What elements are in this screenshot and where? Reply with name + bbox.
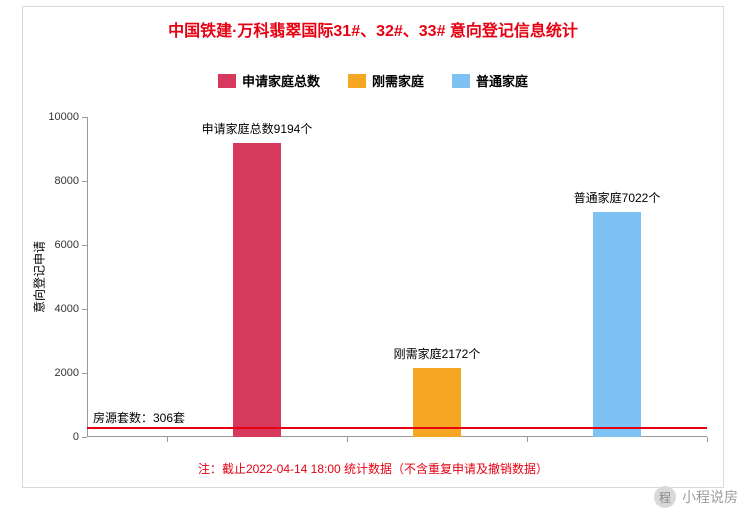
- chart-title: 中国铁建·万科翡翠国际31#、32#、33# 意向登记信息统计: [23, 7, 723, 41]
- legend-label: 普通家庭: [476, 71, 528, 90]
- legend-label: 申请家庭总数: [242, 71, 320, 90]
- bar-label-total: 申请家庭总数9194个: [202, 120, 313, 137]
- legend-item: 普通家庭: [452, 71, 528, 90]
- reference-line-label: 房源套数：306套: [93, 409, 185, 426]
- x-tick-mark: [707, 437, 708, 442]
- bar-label-normal: 普通家庭7022个: [574, 189, 661, 206]
- legend-item: 刚需家庭: [348, 71, 424, 90]
- legend-swatch: [348, 74, 366, 88]
- watermark: 程 小程说房: [654, 486, 738, 508]
- reference-line: [87, 427, 707, 429]
- bar-label-rigid: 刚需家庭2172个: [394, 345, 481, 362]
- y-tick-mark: [82, 373, 87, 374]
- y-tick-mark: [82, 309, 87, 310]
- y-tick-mark: [82, 117, 87, 118]
- bar-total: [233, 143, 281, 437]
- x-tick-mark: [347, 437, 348, 442]
- x-tick-mark: [527, 437, 528, 442]
- legend-swatch: [452, 74, 470, 88]
- legend-swatch: [218, 74, 236, 88]
- y-axis-label: 意向登记申请: [31, 241, 48, 313]
- legend: 申请家庭总数 刚需家庭 普通家庭: [23, 71, 723, 90]
- y-tick-label: 2000: [55, 367, 79, 379]
- y-tick-label: 4000: [55, 303, 79, 315]
- y-tick-label: 0: [73, 431, 79, 443]
- legend-item: 申请家庭总数: [218, 71, 320, 90]
- x-tick-mark: [167, 437, 168, 442]
- bar-normal: [593, 212, 641, 437]
- y-tick-label: 8000: [55, 175, 79, 187]
- y-tick-mark: [82, 437, 87, 438]
- footnote: 注：截止2022-04-14 18:00 统计数据（不含重复申请及撤销数据）: [23, 460, 723, 477]
- watermark-icon: 程: [654, 486, 676, 508]
- y-tick-mark: [82, 245, 87, 246]
- y-tick-label: 10000: [48, 111, 79, 123]
- legend-label: 刚需家庭: [372, 71, 424, 90]
- y-axis: [87, 117, 88, 437]
- watermark-text: 小程说房: [682, 487, 738, 507]
- y-tick-mark: [82, 181, 87, 182]
- y-tick-label: 6000: [55, 239, 79, 251]
